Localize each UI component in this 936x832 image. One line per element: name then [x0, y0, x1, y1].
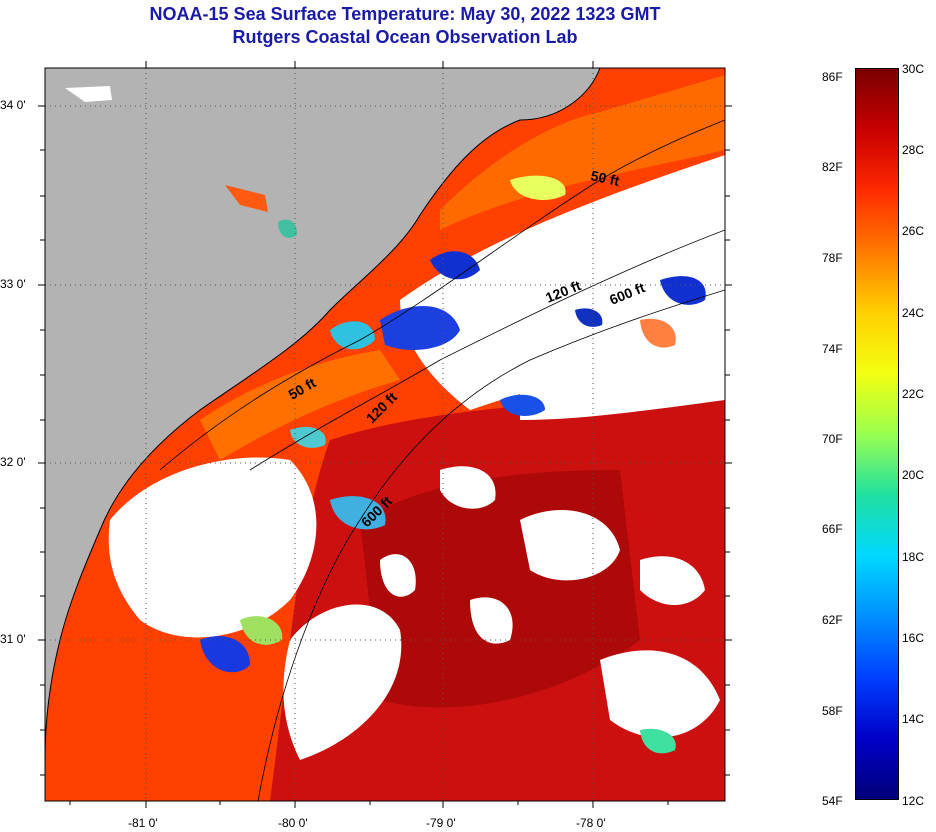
- cool-patch-8: [660, 276, 706, 305]
- cool-patch-12: [510, 175, 566, 200]
- cloud-patch-7: [440, 466, 496, 509]
- cloud-patch-1: [283, 604, 402, 760]
- map-subtitle: Rutgers Coastal Ocean Observation Lab: [232, 27, 578, 47]
- lon-label-81: -81 0': [128, 816, 158, 830]
- map-frame: [44, 67, 726, 802]
- cool-patch-9: [640, 318, 676, 348]
- map-title: NOAA-15 Sea Surface Temperature: May 30,…: [149, 4, 661, 24]
- land-white-spot: [65, 86, 112, 102]
- cbar-f-78: 78F: [822, 251, 843, 265]
- cbar-c-22: 22C: [902, 387, 925, 401]
- land-cool-spot: [278, 219, 298, 238]
- cbar-c-12: 12C: [902, 794, 925, 808]
- cbar-c-30: 30C: [902, 62, 925, 76]
- cloud-shelf-south: [108, 457, 317, 638]
- cloud-patch-4: [380, 554, 416, 597]
- cbar-c-26: 26C: [902, 224, 925, 238]
- cbar-c-24: 24C: [902, 306, 925, 320]
- lat-label-33: 33 0': [0, 277, 26, 291]
- cbar-c-16: 16C: [902, 631, 925, 645]
- cool-patch-11: [290, 426, 326, 448]
- temperature-colorbar: [855, 68, 899, 800]
- isobath-600-line: [257, 289, 725, 801]
- cloud-patch-6: [640, 556, 705, 605]
- cloud-patch-2: [520, 510, 620, 581]
- nearshore-warm-north: [440, 75, 725, 230]
- cool-patch-10: [575, 308, 603, 327]
- lon-label-80: -80 0': [278, 816, 308, 830]
- cool-patch-1: [380, 306, 460, 350]
- lat-label-34: 34 0': [0, 98, 26, 112]
- cool-patch-2: [330, 321, 375, 350]
- cloud-patch-5: [470, 597, 513, 644]
- cbar-c-20: 20C: [902, 468, 925, 482]
- coastline: [45, 68, 601, 761]
- cbar-f-70: 70F: [822, 432, 843, 446]
- isobath-label-50-north: 50 ft: [589, 167, 621, 189]
- lon-label-79: -79 0': [426, 816, 456, 830]
- cool-patch-13: [640, 728, 676, 754]
- tick-marks: [38, 61, 732, 808]
- isobath-120-line: [249, 229, 725, 471]
- cbar-f-54: 54F: [822, 794, 843, 808]
- land: [45, 68, 600, 760]
- cbar-f-66: 66F: [822, 522, 843, 536]
- isobath-50-line: [159, 119, 725, 471]
- land-warm-spot: [225, 185, 268, 212]
- cbar-c-18: 18C: [902, 550, 925, 564]
- cbar-f-82: 82F: [822, 160, 843, 174]
- cbar-f-86: 86F: [822, 70, 843, 84]
- cool-patch-7: [240, 616, 283, 645]
- cool-patch-6: [200, 636, 250, 673]
- graticule: [45, 68, 725, 801]
- cbar-f-74: 74F: [822, 342, 843, 356]
- cbar-c-28: 28C: [902, 143, 925, 157]
- cool-patch-4: [500, 394, 545, 416]
- cbar-f-58: 58F: [822, 704, 843, 718]
- cbar-c-14: 14C: [902, 712, 925, 726]
- lon-label-78: -78 0': [576, 816, 606, 830]
- cool-patch-5: [330, 496, 386, 530]
- nearshore-warm-mid: [200, 350, 400, 460]
- cbar-f-62: 62F: [822, 613, 843, 627]
- lat-label-31: 31 0': [0, 632, 26, 646]
- lat-label-32: 32 0': [0, 455, 26, 469]
- cloud-patch-3: [600, 650, 720, 738]
